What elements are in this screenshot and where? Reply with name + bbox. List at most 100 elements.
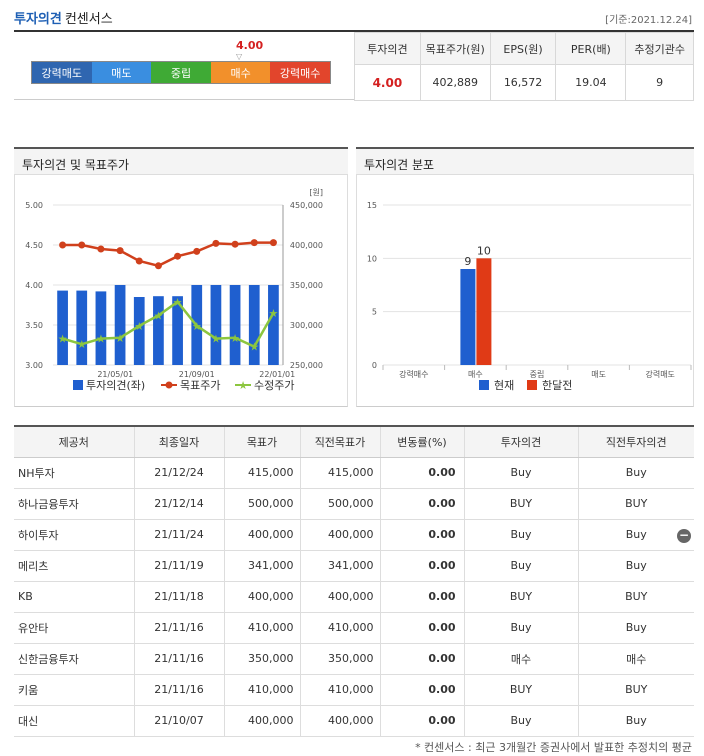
prev-target-cell-text: 400,000 (328, 714, 374, 727)
prev-target-cell: 400,000 (299, 705, 380, 737)
adjusted-price-point: ★ (58, 333, 68, 346)
x-tick-label: 21/05/01 (97, 370, 133, 379)
change-cell-text: 0.00 (428, 621, 456, 634)
prev-target-cell: 400,000 (299, 519, 380, 551)
prev-target-cell-text: 341,000 (328, 559, 374, 572)
opinion-cell: BUY (463, 488, 578, 520)
opinion-scale: 4.00 ▽ 강력매도 매도 중립 매수 강력매수 (14, 32, 354, 100)
summary-target-price: 402,889 (419, 64, 491, 101)
footnote: * 컨센서스 : 최근 3개월간 증권사에서 발표한 추정치의 평균 (415, 741, 692, 754)
panel-title-opinion-target: 투자의견 및 목표주가 (14, 147, 348, 175)
col-header-provider: 제공처 (14, 425, 134, 458)
target-cell: 400,000 (223, 519, 300, 551)
y-right-tick-label: 350,000 (290, 281, 323, 290)
provider-cell: 하나금융투자 (14, 488, 134, 520)
prev-opinion-cell: BUY (577, 488, 694, 520)
prev-opinion-cell: Buy (577, 550, 694, 582)
date-cell: 21/11/24 (133, 519, 224, 551)
legend-label-opinion: 투자의견(좌) (86, 379, 145, 392)
target-price-point (116, 247, 124, 255)
opinion-cell: Buy (463, 519, 578, 551)
provider-cell: 대신 (14, 705, 134, 737)
bar-data-label: 9 (464, 255, 471, 268)
legend-label-prev-month: 한달전 (542, 379, 572, 392)
opinion-bar (153, 296, 164, 365)
opinion-cell-text: Buy (510, 714, 532, 727)
date-cell: 21/11/19 (133, 550, 224, 582)
opinion-cell-text: Buy (510, 528, 532, 541)
prev-target-cell-text: 410,000 (328, 683, 374, 696)
target-cell: 400,000 (223, 581, 300, 613)
prev-opinion-cell: Buy (577, 612, 694, 644)
prev-opinion-cell-text: BUY (625, 590, 648, 603)
summary-header: PER(배) (555, 32, 627, 65)
target-cell-text: 341,000 (248, 559, 294, 572)
target-cell: 415,000 (223, 457, 300, 489)
date-cell: 21/11/16 (133, 643, 224, 675)
bar-data-label: 10 (477, 244, 491, 257)
target-cell: 400,000 (223, 705, 300, 737)
date-cell: 21/10/07 (133, 705, 224, 737)
provider-cell: NH투자 (14, 457, 134, 489)
opinion-cell-text: Buy (510, 559, 532, 572)
adjusted-price-point: ★ (192, 320, 202, 333)
opinion-bar (95, 291, 107, 365)
date-cell: 21/12/24 (133, 457, 224, 489)
provider-cell-text: 대신 (18, 714, 39, 728)
adjusted-price-point: ★ (115, 332, 125, 345)
change-cell: 0.00 (379, 674, 464, 706)
y-left-tick-label: 4.00 (25, 281, 43, 290)
legend-label-current: 현재 (494, 379, 514, 392)
minus-circle-icon[interactable]: − (677, 527, 691, 543)
opinion-cell-text: BUY (509, 590, 533, 603)
prev-target-cell-text: 400,000 (328, 528, 374, 541)
change-cell: 0.00 (379, 519, 464, 551)
target-price-point (231, 240, 239, 248)
legend-swatch-opinion (73, 380, 83, 390)
change-cell: 0.00 (379, 488, 464, 520)
summary-header: 추정기관수 (625, 32, 694, 65)
opinion-bar (172, 296, 183, 365)
change-cell-text: 0.00 (428, 528, 456, 541)
scale-strong-sell: 강력매도 (32, 62, 92, 83)
change-cell: 0.00 (379, 643, 464, 675)
x-tick-label: 강력매도 (645, 369, 674, 379)
y-left-tick-label: 4.50 (25, 241, 43, 250)
scale-pointer-icon: ▽ (236, 52, 243, 61)
target-cell-text: 415,000 (248, 466, 294, 479)
target-cell: 410,000 (223, 612, 300, 644)
adjusted-price-point: ★ (153, 309, 163, 322)
y-right-tick-label: 300,000 (290, 321, 323, 330)
summary-header: EPS(원) (489, 32, 557, 65)
target-cell: 350,000 (223, 643, 300, 675)
legend-label-adjusted: 수정주가 (254, 379, 294, 392)
date-cell-text: 21/12/14 (154, 497, 204, 510)
change-cell: 0.00 (379, 581, 464, 613)
prev-target-cell: 350,000 (299, 643, 380, 675)
provider-cell-text: 키움 (18, 683, 39, 697)
prev-opinion-cell-text: Buy (625, 714, 647, 727)
table-row: 메리츠 21/11/19 341,000 341,000 0.00 Buy Buy (14, 550, 694, 582)
prev-target-cell: 500,000 (299, 488, 380, 520)
opinion-bar (248, 285, 260, 365)
prev-opinion-cell: Buy (577, 457, 694, 489)
adjusted-price-point: ★ (173, 296, 183, 309)
opinion-bar (114, 285, 126, 365)
adjusted-price-point: ★ (211, 333, 221, 346)
y-left-tick-label: 3.50 (25, 321, 43, 330)
target-cell-text: 350,000 (248, 652, 294, 665)
change-cell: 0.00 (379, 550, 464, 582)
y-tick-label: 15 (367, 201, 377, 210)
change-cell-text: 0.00 (428, 714, 456, 727)
opinion-cell: BUY (463, 674, 578, 706)
col-header-change: 변동률(%) (379, 425, 464, 458)
date-cell-text: 21/11/19 (154, 559, 204, 572)
prev-opinion-cell: Buy (577, 705, 694, 737)
x-tick-label: 21/09/01 (179, 370, 215, 379)
y-left-tick-label: 3.00 (25, 361, 43, 370)
provider-cell-text: 하이투자 (18, 528, 59, 542)
summary-per: 19.04 (555, 64, 627, 101)
change-cell: 0.00 (379, 612, 464, 644)
table-row: 신한금융투자 21/11/16 350,000 350,000 0.00 매수 매수 (14, 643, 694, 675)
prev-opinion-cell-text: 매수 (626, 652, 647, 666)
